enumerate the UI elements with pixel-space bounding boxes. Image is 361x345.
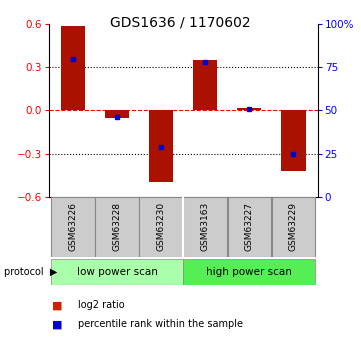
Text: GSM63227: GSM63227 [245, 202, 254, 252]
Text: GSM63229: GSM63229 [289, 202, 298, 252]
Bar [105, 110, 129, 118]
Text: low power scan: low power scan [77, 267, 157, 277]
Bar [183, 197, 227, 257]
Bar [51, 197, 95, 257]
Bar [51, 259, 183, 285]
Text: GSM63226: GSM63226 [69, 202, 78, 252]
Text: high power scan: high power scan [206, 267, 292, 277]
Bar [281, 110, 305, 171]
Text: log2 ratio: log2 ratio [78, 300, 124, 310]
Bar [61, 26, 85, 110]
Bar [193, 60, 217, 110]
Text: percentile rank within the sample: percentile rank within the sample [78, 319, 243, 329]
Bar [227, 197, 271, 257]
Bar [139, 197, 183, 257]
Bar [149, 110, 173, 182]
Bar [95, 197, 139, 257]
Text: ■: ■ [52, 300, 63, 310]
Text: ■: ■ [52, 319, 63, 329]
Text: GSM63228: GSM63228 [113, 202, 122, 252]
Bar [183, 259, 315, 285]
Text: GSM63163: GSM63163 [201, 202, 210, 252]
Bar [237, 108, 261, 110]
Text: protocol  ▶: protocol ▶ [4, 267, 57, 277]
Text: GDS1636 / 1170602: GDS1636 / 1170602 [110, 16, 251, 30]
Text: GSM63230: GSM63230 [157, 202, 166, 252]
Bar [271, 197, 315, 257]
